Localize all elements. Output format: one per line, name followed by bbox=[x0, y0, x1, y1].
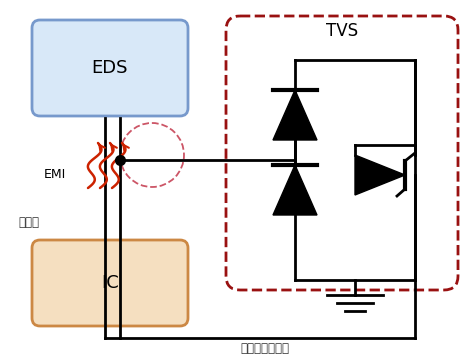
FancyBboxPatch shape bbox=[32, 20, 188, 116]
Text: EMI: EMI bbox=[44, 168, 66, 182]
Text: 保护线: 保护线 bbox=[18, 215, 39, 228]
Text: IC: IC bbox=[101, 274, 119, 292]
Polygon shape bbox=[273, 165, 317, 215]
FancyBboxPatch shape bbox=[32, 240, 188, 326]
Text: 未受保护的线路: 未受保护的线路 bbox=[240, 341, 289, 354]
Text: EDS: EDS bbox=[92, 59, 128, 77]
Text: TVS: TVS bbox=[326, 22, 358, 40]
Polygon shape bbox=[273, 90, 317, 140]
Polygon shape bbox=[355, 155, 405, 195]
